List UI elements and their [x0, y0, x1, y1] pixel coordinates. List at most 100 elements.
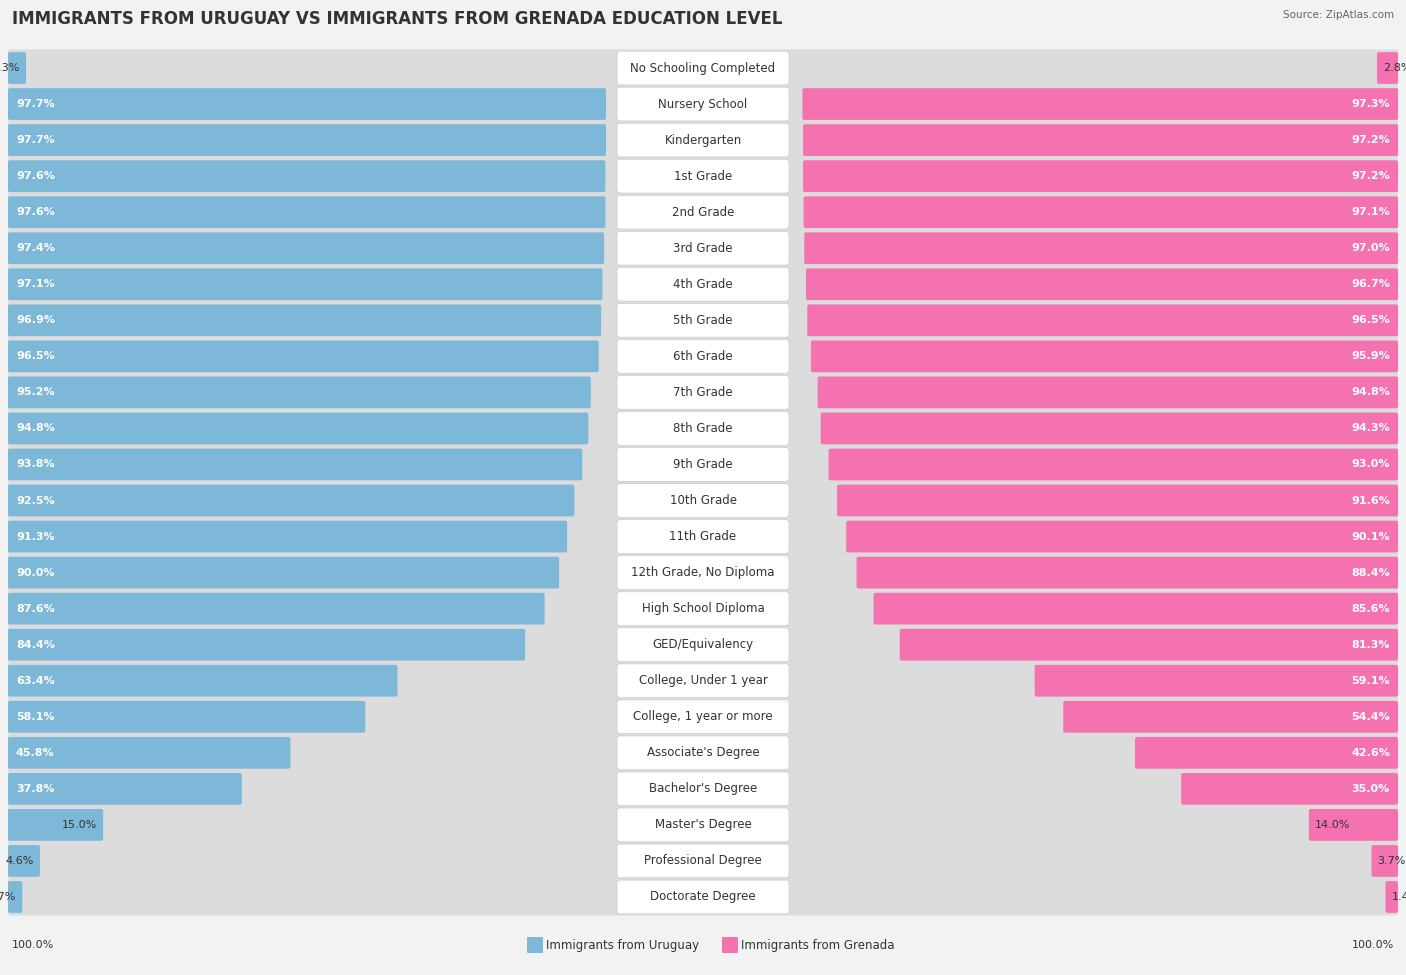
- FancyBboxPatch shape: [617, 411, 789, 446]
- FancyBboxPatch shape: [617, 844, 789, 878]
- FancyBboxPatch shape: [818, 376, 1398, 409]
- FancyBboxPatch shape: [8, 809, 103, 840]
- FancyBboxPatch shape: [873, 593, 1398, 625]
- Text: 97.4%: 97.4%: [15, 243, 55, 254]
- Text: 15.0%: 15.0%: [62, 820, 97, 830]
- Text: 95.9%: 95.9%: [1351, 351, 1391, 362]
- Text: Immigrants from Grenada: Immigrants from Grenada: [741, 939, 894, 952]
- Text: Master's Degree: Master's Degree: [655, 818, 751, 832]
- FancyBboxPatch shape: [617, 592, 789, 626]
- FancyBboxPatch shape: [804, 232, 1398, 264]
- FancyBboxPatch shape: [8, 302, 1398, 339]
- FancyBboxPatch shape: [8, 232, 605, 264]
- Text: 12th Grade, No Diploma: 12th Grade, No Diploma: [631, 566, 775, 579]
- FancyBboxPatch shape: [617, 772, 789, 805]
- Text: 37.8%: 37.8%: [15, 784, 55, 794]
- Text: 90.1%: 90.1%: [1351, 531, 1391, 541]
- Text: 58.1%: 58.1%: [15, 712, 55, 722]
- FancyBboxPatch shape: [8, 50, 1398, 87]
- Text: Bachelor's Degree: Bachelor's Degree: [650, 782, 756, 796]
- FancyBboxPatch shape: [617, 339, 789, 373]
- Text: 92.5%: 92.5%: [15, 495, 55, 505]
- FancyBboxPatch shape: [8, 304, 602, 336]
- Text: 94.8%: 94.8%: [1351, 387, 1391, 398]
- FancyBboxPatch shape: [8, 158, 1398, 195]
- Text: Source: ZipAtlas.com: Source: ZipAtlas.com: [1282, 10, 1393, 20]
- Text: 94.8%: 94.8%: [15, 423, 55, 434]
- FancyBboxPatch shape: [8, 842, 1398, 879]
- FancyBboxPatch shape: [8, 629, 526, 661]
- FancyBboxPatch shape: [8, 662, 1398, 699]
- FancyBboxPatch shape: [8, 485, 575, 517]
- Text: 3.7%: 3.7%: [1378, 856, 1406, 866]
- Text: 8th Grade: 8th Grade: [673, 422, 733, 435]
- FancyBboxPatch shape: [8, 446, 1398, 483]
- Text: 100.0%: 100.0%: [1351, 940, 1393, 950]
- Text: 97.3%: 97.3%: [1351, 99, 1391, 109]
- Text: 100.0%: 100.0%: [13, 940, 55, 950]
- Text: College, Under 1 year: College, Under 1 year: [638, 675, 768, 687]
- Text: 1.7%: 1.7%: [0, 892, 17, 902]
- FancyBboxPatch shape: [803, 88, 1398, 120]
- Text: 11th Grade: 11th Grade: [669, 530, 737, 543]
- FancyBboxPatch shape: [8, 122, 1398, 159]
- FancyBboxPatch shape: [1385, 881, 1398, 913]
- FancyBboxPatch shape: [1063, 701, 1398, 732]
- FancyBboxPatch shape: [527, 937, 543, 953]
- FancyBboxPatch shape: [1181, 773, 1398, 804]
- Text: IMMIGRANTS FROM URUGUAY VS IMMIGRANTS FROM GRENADA EDUCATION LEVEL: IMMIGRANTS FROM URUGUAY VS IMMIGRANTS FR…: [13, 10, 783, 28]
- FancyBboxPatch shape: [806, 268, 1398, 300]
- Text: 97.6%: 97.6%: [15, 172, 55, 181]
- Text: 2.8%: 2.8%: [1384, 63, 1406, 73]
- FancyBboxPatch shape: [617, 159, 789, 193]
- FancyBboxPatch shape: [617, 628, 789, 662]
- Text: 91.6%: 91.6%: [1351, 495, 1391, 505]
- Text: 54.4%: 54.4%: [1351, 712, 1391, 722]
- Text: 4.6%: 4.6%: [6, 856, 34, 866]
- Text: 91.3%: 91.3%: [15, 531, 55, 541]
- FancyBboxPatch shape: [8, 626, 1398, 663]
- Text: 96.9%: 96.9%: [15, 315, 55, 326]
- Text: 14.0%: 14.0%: [1315, 820, 1350, 830]
- FancyBboxPatch shape: [821, 412, 1398, 445]
- Text: Kindergarten: Kindergarten: [665, 134, 741, 146]
- FancyBboxPatch shape: [8, 337, 1398, 374]
- FancyBboxPatch shape: [617, 484, 789, 518]
- FancyBboxPatch shape: [8, 373, 1398, 410]
- FancyBboxPatch shape: [8, 773, 242, 804]
- FancyBboxPatch shape: [837, 485, 1398, 517]
- FancyBboxPatch shape: [8, 593, 544, 625]
- Text: 3rd Grade: 3rd Grade: [673, 242, 733, 254]
- Text: 96.7%: 96.7%: [1351, 279, 1391, 290]
- FancyBboxPatch shape: [8, 340, 599, 372]
- FancyBboxPatch shape: [803, 124, 1398, 156]
- Text: 94.3%: 94.3%: [1351, 423, 1391, 434]
- Text: 84.4%: 84.4%: [15, 640, 55, 649]
- FancyBboxPatch shape: [8, 521, 567, 553]
- Text: 96.5%: 96.5%: [15, 351, 55, 362]
- FancyBboxPatch shape: [8, 845, 39, 877]
- Text: 6th Grade: 6th Grade: [673, 350, 733, 363]
- FancyBboxPatch shape: [8, 376, 591, 409]
- FancyBboxPatch shape: [8, 770, 1398, 807]
- FancyBboxPatch shape: [8, 266, 1398, 303]
- FancyBboxPatch shape: [8, 52, 25, 84]
- Text: 93.8%: 93.8%: [15, 459, 55, 470]
- FancyBboxPatch shape: [8, 230, 1398, 267]
- Text: College, 1 year or more: College, 1 year or more: [633, 710, 773, 723]
- Text: 42.6%: 42.6%: [1351, 748, 1391, 758]
- FancyBboxPatch shape: [846, 521, 1398, 553]
- Text: GED/Equivalency: GED/Equivalency: [652, 639, 754, 651]
- Text: 97.7%: 97.7%: [15, 136, 55, 145]
- Text: Doctorate Degree: Doctorate Degree: [650, 890, 756, 904]
- Text: 45.8%: 45.8%: [15, 748, 55, 758]
- Text: 97.7%: 97.7%: [15, 99, 55, 109]
- Text: Nursery School: Nursery School: [658, 98, 748, 110]
- FancyBboxPatch shape: [8, 412, 588, 445]
- Text: 97.6%: 97.6%: [15, 208, 55, 217]
- FancyBboxPatch shape: [900, 629, 1398, 661]
- Text: 97.1%: 97.1%: [15, 279, 55, 290]
- Text: 10th Grade: 10th Grade: [669, 494, 737, 507]
- Text: 7th Grade: 7th Grade: [673, 386, 733, 399]
- FancyBboxPatch shape: [8, 160, 606, 192]
